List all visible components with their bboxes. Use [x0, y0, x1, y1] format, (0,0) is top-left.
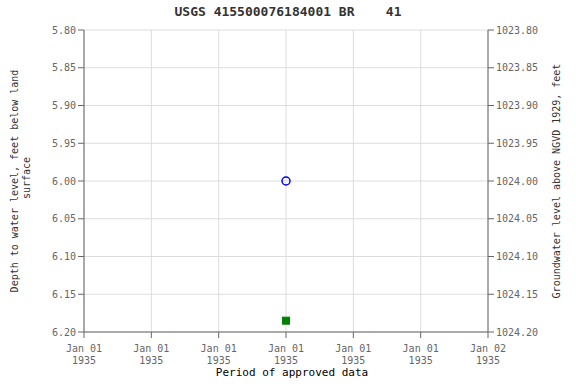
svg-text:6.15: 6.15 — [52, 289, 76, 300]
svg-text:1024.10: 1024.10 — [496, 251, 538, 262]
svg-text:5.95: 5.95 — [52, 138, 76, 149]
svg-text:6.05: 6.05 — [52, 213, 76, 224]
svg-text:6.10: 6.10 — [52, 251, 76, 262]
html-text:Period of approved data: Period of approved data — [215, 366, 369, 379]
svg-text:5.90: 5.90 — [52, 100, 76, 111]
svg-text:Jan 011935: Jan 011935 — [268, 343, 304, 366]
html-text:USGS 415500076184001 BR 41: USGS 415500076184001 BR 41 — [174, 4, 402, 19]
svg-text:Depth to water level, feet bel: Depth to water level, feet below land — [9, 70, 20, 293]
svg-text:1023.95: 1023.95 — [496, 138, 538, 149]
svg-text:1024.05: 1024.05 — [496, 213, 538, 224]
svg-text:1024.15: 1024.15 — [496, 289, 538, 300]
svg-text:Jan 011935: Jan 011935 — [335, 343, 371, 366]
svg-text:Jan 011935: Jan 011935 — [403, 343, 439, 366]
svg-text:5.85: 5.85 — [52, 62, 76, 73]
svg-text:Groundwater level above NGVD 1: Groundwater level above NGVD 1929, feet — [551, 64, 562, 299]
svg-text:1024.20: 1024.20 — [496, 327, 538, 338]
svg-text:1024.00: 1024.00 — [496, 176, 538, 187]
svg-text:1023.90: 1023.90 — [496, 100, 538, 111]
svg-text:Jan 021935: Jan 021935 — [470, 343, 506, 366]
svg-text:1023.80: 1023.80 — [496, 25, 538, 36]
svg-text:Jan 011935: Jan 011935 — [66, 343, 102, 366]
svg-text:6.20: 6.20 — [52, 327, 76, 338]
svg-text:Jan 011935: Jan 011935 — [133, 343, 169, 366]
svg-text:5.80: 5.80 — [52, 25, 76, 36]
svg-text:1023.85: 1023.85 — [496, 62, 538, 73]
svg-text:surface: surface — [21, 157, 32, 205]
svg-text:6.00: 6.00 — [52, 176, 76, 187]
svg-text:Jan 011935: Jan 011935 — [201, 343, 237, 366]
